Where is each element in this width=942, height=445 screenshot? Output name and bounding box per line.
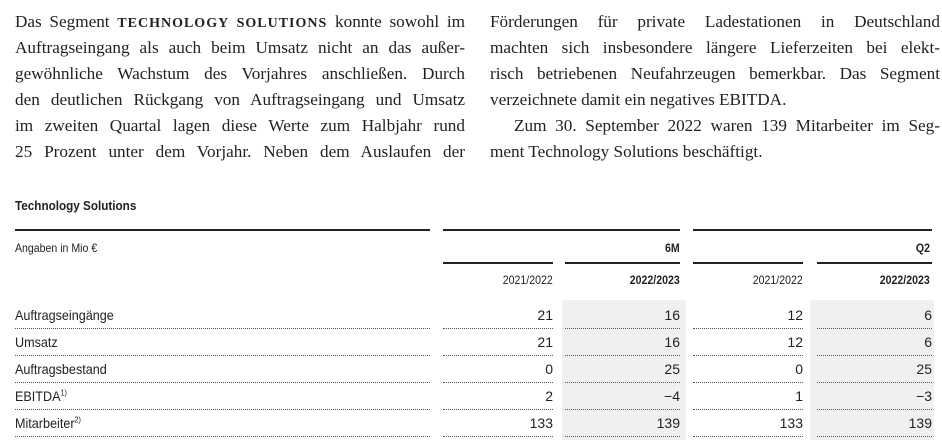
- divider: [443, 262, 553, 264]
- divider: [443, 229, 680, 231]
- table-row: Auftragseingänge 21 16 12 6: [0, 302, 942, 329]
- divider: [15, 229, 430, 231]
- dotted-divider: [15, 382, 430, 383]
- cell-value: 25: [916, 361, 932, 377]
- text-line: im zweiten Quartal lagen diese Werte zum…: [15, 116, 465, 135]
- divider: [817, 262, 932, 264]
- text-line: den deutlichen Rückgang von Auftragseing…: [15, 90, 465, 109]
- column-header: 2022/2023: [630, 273, 680, 287]
- body-text-right: Förderungen für private Ladestationen in…: [490, 9, 940, 165]
- column-header: 2021/2022: [503, 273, 553, 287]
- text-line: 25 Prozent unter dem Vorjahr. Neben dem …: [15, 142, 465, 161]
- dotted-divider: [817, 382, 932, 383]
- cell-value: 12: [787, 334, 803, 350]
- cell-value: 16: [664, 307, 680, 323]
- divider: [693, 229, 932, 231]
- text-line: machten sich insbesondere längere Liefer…: [490, 38, 940, 57]
- cell-value: 133: [529, 415, 553, 431]
- cell-value: 6: [924, 307, 932, 323]
- cell-value: 21: [537, 307, 553, 323]
- dotted-divider: [693, 409, 803, 410]
- table-row: Auftragsbestand 0 25 0 25: [0, 356, 942, 383]
- table-row: Umsatz 21 16 12 6: [0, 329, 942, 356]
- dotted-divider: [565, 355, 680, 356]
- table-row: EBITDA1) 2 −4 1 −3: [0, 383, 942, 410]
- dotted-divider: [817, 328, 932, 329]
- row-label: Auftragseingänge: [15, 307, 114, 323]
- dotted-divider: [443, 355, 553, 356]
- cell-value: 139: [656, 415, 680, 431]
- cell-value: 25: [664, 361, 680, 377]
- table-row: Mitarbeiter2) 133 139 133 139: [0, 410, 942, 437]
- text-line: Zum 30. September 2022 waren 139 Mitarbe…: [514, 116, 940, 135]
- dotted-divider: [565, 436, 680, 437]
- dotted-divider: [15, 355, 430, 356]
- dotted-divider: [693, 328, 803, 329]
- dotted-divider: [693, 355, 803, 356]
- dotted-divider: [817, 409, 932, 410]
- dotted-divider: [565, 328, 680, 329]
- dotted-divider: [693, 382, 803, 383]
- dotted-divider: [15, 409, 430, 410]
- dotted-divider: [565, 409, 680, 410]
- dotted-divider: [693, 436, 803, 437]
- row-label: EBITDA1): [15, 388, 67, 404]
- cell-value: 21: [537, 334, 553, 350]
- table-title: Technology Solutions: [15, 198, 137, 213]
- footnote-marker: 1): [60, 388, 67, 398]
- cell-value: 16: [664, 334, 680, 350]
- text-line: ment Technology Solutions beschäftigt.: [490, 142, 763, 161]
- cell-value: 133: [779, 415, 803, 431]
- body-text-left: Das Segment TECHNOLOGY SOLUTIONS konnte …: [15, 9, 465, 165]
- cell-value: 1: [795, 388, 803, 404]
- highlight-column: [810, 300, 934, 440]
- footnote-marker: 2): [74, 415, 81, 425]
- row-label: Mitarbeiter2): [15, 415, 81, 431]
- dotted-divider: [15, 436, 430, 437]
- text-line: Förderungen für private Ladestationen in…: [490, 12, 940, 31]
- cell-value: 2: [545, 388, 553, 404]
- row-label: Auftragsbestand: [15, 361, 107, 377]
- cell-value: 139: [908, 415, 932, 431]
- dotted-divider: [443, 328, 553, 329]
- divider: [565, 262, 680, 264]
- cell-value: 6: [924, 334, 932, 350]
- group-header-q2: Q2: [915, 241, 930, 255]
- text-line: gewöhnliche Wachstum des Vorjahres ansch…: [15, 64, 465, 83]
- cell-value: −4: [664, 388, 680, 404]
- column-header: 2021/2022: [753, 273, 803, 287]
- text-line: Das Segment TECHNOLOGY SOLUTIONS konnte …: [15, 12, 465, 31]
- text-line: Auftragseingang als auch beim Umsatz nic…: [15, 38, 465, 57]
- text-line: verzeichnete damit ein negatives EBITDA.: [490, 90, 787, 109]
- unit-label: Angaben in Mio €: [15, 241, 98, 255]
- dotted-divider: [565, 382, 680, 383]
- dotted-divider: [443, 409, 553, 410]
- dotted-divider: [15, 328, 430, 329]
- cell-value: 0: [545, 361, 553, 377]
- text-line: risch betriebenen Neufahrzeugen bemerkba…: [490, 64, 940, 83]
- divider: [693, 262, 803, 264]
- dotted-divider: [817, 355, 932, 356]
- row-label: Umsatz: [15, 334, 58, 350]
- cell-value: 0: [795, 361, 803, 377]
- dotted-divider: [817, 436, 932, 437]
- cell-value: −3: [916, 388, 932, 404]
- dotted-divider: [443, 436, 553, 437]
- column-header: 2022/2023: [880, 273, 930, 287]
- group-header-6m: 6M: [665, 241, 680, 255]
- dotted-divider: [443, 382, 553, 383]
- cell-value: 12: [787, 307, 803, 323]
- highlight-column: [562, 300, 686, 440]
